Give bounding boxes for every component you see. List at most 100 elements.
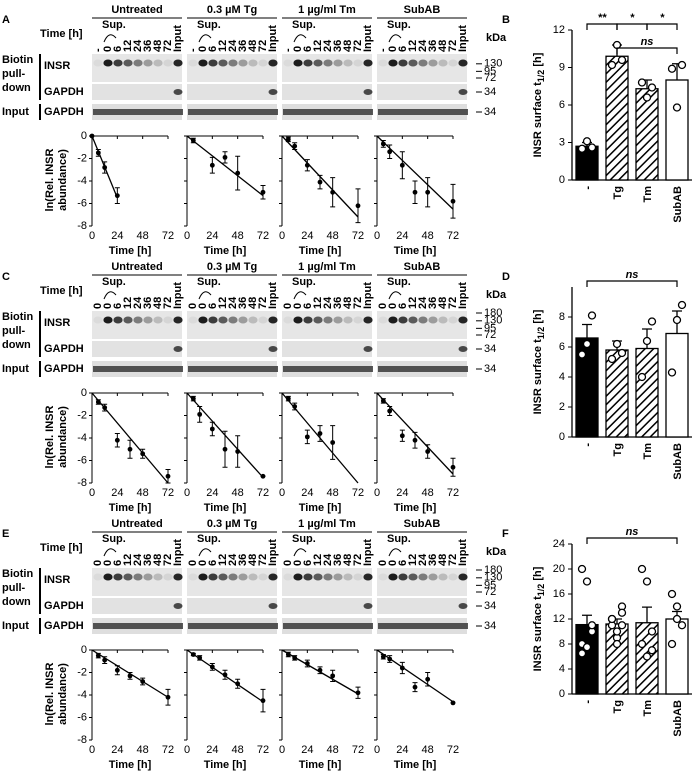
band <box>133 366 143 372</box>
data-point <box>235 449 241 454</box>
band <box>363 89 373 95</box>
band <box>353 59 363 67</box>
blot-insr <box>377 311 467 339</box>
lane-label: 36 <box>237 297 249 309</box>
band <box>428 109 438 115</box>
band <box>398 623 408 629</box>
data-point <box>612 639 622 649</box>
data-point <box>587 311 597 320</box>
band <box>123 109 133 115</box>
data-point <box>587 143 597 152</box>
band <box>258 316 268 324</box>
blot-insr <box>187 54 277 82</box>
data-point <box>330 189 336 195</box>
lane-label: 0 <box>102 46 114 52</box>
band <box>153 366 163 372</box>
sup-arrow <box>198 34 212 43</box>
data-point <box>577 649 587 658</box>
band <box>458 366 468 372</box>
band <box>153 316 163 324</box>
fit-line <box>186 135 264 197</box>
x-tick-label: 0 <box>89 487 95 499</box>
sup-arrow <box>103 548 117 557</box>
blot-label: GAPDH <box>44 620 84 632</box>
lane-label: Input <box>457 25 469 52</box>
kda-value: 95 <box>484 322 496 334</box>
lane-label: 0 <box>102 560 114 566</box>
lane-label: 0 <box>387 560 399 566</box>
sup-arrow <box>388 548 402 557</box>
kda-value: 130 <box>484 315 502 327</box>
band <box>113 59 123 67</box>
kda-value: 72 <box>484 329 496 341</box>
band <box>163 59 173 67</box>
data-point <box>612 627 622 636</box>
data-point <box>304 661 310 666</box>
band <box>153 59 163 67</box>
lane-label: 0 <box>102 303 114 309</box>
condition-label: 0.3 µM Tg <box>207 4 257 16</box>
lane-label: 24 <box>132 39 144 52</box>
y-axis-label-sub: 1/2 <box>536 584 546 597</box>
lane-label: 0 <box>377 560 389 566</box>
band <box>458 573 468 581</box>
band <box>268 89 278 95</box>
blot-gapdh <box>377 84 467 100</box>
y-tick-label: -4 <box>77 432 87 444</box>
data-point <box>209 162 215 168</box>
significance-label: ns <box>641 36 654 48</box>
band <box>323 59 333 67</box>
y-tick-label: -4 <box>77 689 87 701</box>
y-axis-label: abundance) <box>57 663 69 725</box>
bar <box>665 79 689 181</box>
data-point <box>285 396 291 402</box>
band <box>388 623 398 629</box>
band <box>303 623 313 629</box>
x-tick-label: Tg <box>612 700 624 713</box>
band <box>143 316 153 324</box>
data-point <box>667 64 677 73</box>
sup-label: Sup. <box>292 276 316 288</box>
lane-label: 12 <box>217 554 229 566</box>
lane-label: 24 <box>417 39 429 52</box>
band <box>333 59 343 67</box>
lane-label: 48 <box>152 554 164 566</box>
x-tick-label: 48 <box>327 230 339 242</box>
y-axis-label-unit: [h] <box>532 309 544 326</box>
error-bar <box>642 606 652 623</box>
x-tick-label: 72 <box>257 487 269 499</box>
y-tick-label: 0 <box>81 644 87 656</box>
lane-label: 48 <box>437 40 449 52</box>
band <box>103 573 113 581</box>
lane-label: 6 <box>207 560 219 566</box>
blot-label: GAPDH <box>44 600 84 612</box>
bar <box>605 55 629 181</box>
lane-label: Input <box>267 539 279 566</box>
x-axis-label: Time [h] <box>299 502 342 514</box>
data-point <box>672 602 682 611</box>
data-point <box>642 577 652 586</box>
band <box>218 573 228 581</box>
significance-bracket <box>586 23 618 30</box>
data-point <box>672 315 682 325</box>
blot-label: INSR <box>44 60 70 72</box>
data-point <box>425 189 431 195</box>
band <box>283 109 293 115</box>
data-point <box>617 348 627 358</box>
lane-label: 36 <box>427 554 439 566</box>
blot-gapdh <box>282 598 372 614</box>
significance-bracket <box>586 537 678 544</box>
band <box>113 316 123 324</box>
data-point <box>617 621 627 630</box>
x-tick-label: 48 <box>232 744 244 756</box>
data-point <box>677 621 687 630</box>
band <box>143 366 153 372</box>
data-point <box>577 350 587 359</box>
band <box>258 366 268 372</box>
band <box>173 623 183 629</box>
time-label: Time [h] <box>40 28 83 40</box>
data-point <box>667 639 677 649</box>
band <box>428 366 438 372</box>
x-tick-label: 24 <box>111 230 123 242</box>
data-point <box>582 577 592 586</box>
